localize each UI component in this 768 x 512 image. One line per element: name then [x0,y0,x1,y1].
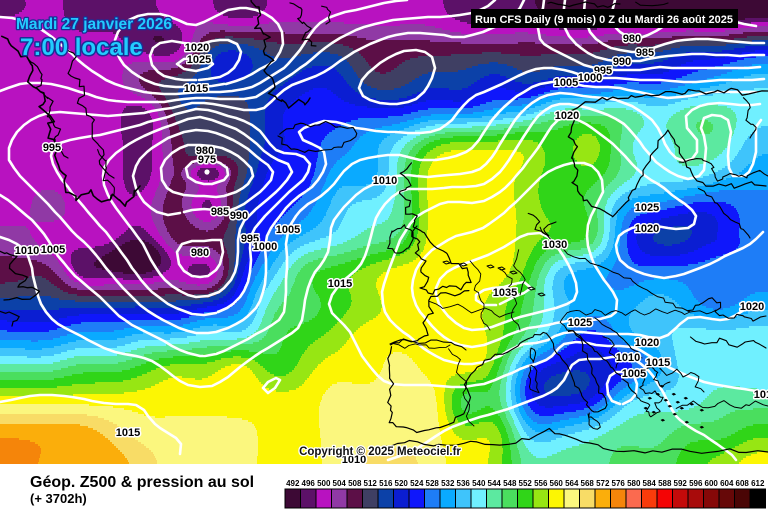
svg-text:995: 995 [241,233,259,245]
svg-text:548: 548 [503,479,517,488]
svg-text:1015: 1015 [116,427,140,439]
svg-text:496: 496 [302,479,316,488]
svg-text:7:00 locale: 7:00 locale [20,34,143,61]
svg-text:975: 975 [198,154,216,166]
svg-text:1005: 1005 [554,77,578,89]
svg-text:980: 980 [191,247,209,259]
svg-text:536: 536 [457,479,471,488]
svg-text:516: 516 [379,479,393,488]
svg-text:1020: 1020 [185,42,209,54]
svg-text:540: 540 [472,479,486,488]
svg-text:592: 592 [674,479,688,488]
svg-text:1005: 1005 [276,224,300,236]
svg-text:1015: 1015 [754,389,768,401]
svg-text:Run CFS Daily (9 mois) 0 Z du: Run CFS Daily (9 mois) 0 Z du Mardi 26 a… [475,14,733,26]
svg-text:1020: 1020 [635,337,659,349]
svg-text:552: 552 [519,479,533,488]
svg-text:560: 560 [550,479,564,488]
svg-text:1030: 1030 [543,239,567,251]
svg-text:995: 995 [43,142,61,154]
svg-text:1010: 1010 [342,454,366,466]
svg-text:Géop. Z500 & pression au sol: Géop. Z500 & pression au sol [30,474,254,491]
svg-text:1010: 1010 [373,175,397,187]
svg-text:532: 532 [441,479,455,488]
svg-text:1010: 1010 [15,245,39,257]
svg-text:600: 600 [705,479,719,488]
svg-text:990: 990 [613,56,631,68]
svg-text:544: 544 [488,479,502,488]
svg-text:508: 508 [348,479,362,488]
svg-text:1000: 1000 [253,241,277,253]
svg-text:1025: 1025 [635,202,659,214]
svg-text:1010: 1010 [616,352,640,364]
svg-text:985: 985 [211,206,229,218]
svg-text:1035: 1035 [493,287,517,299]
svg-text:990: 990 [230,210,248,222]
svg-text:492: 492 [286,479,300,488]
svg-text:612: 612 [751,479,765,488]
svg-text:528: 528 [426,479,440,488]
svg-text:1020: 1020 [740,301,764,313]
svg-text:604: 604 [720,479,734,488]
svg-text:556: 556 [534,479,548,488]
svg-text:524: 524 [410,479,424,488]
svg-text:1025: 1025 [568,317,592,329]
svg-text:596: 596 [689,479,703,488]
svg-text:1000: 1000 [578,72,602,84]
svg-text:500: 500 [317,479,331,488]
svg-text:1020: 1020 [635,223,659,235]
svg-text:Mardi 27 janvier 2026: Mardi 27 janvier 2026 [16,16,172,33]
svg-text:572: 572 [596,479,610,488]
svg-text:608: 608 [736,479,750,488]
svg-text:995: 995 [594,65,612,77]
svg-text:(+ 3702h): (+ 3702h) [30,491,87,506]
svg-text:584: 584 [643,479,657,488]
svg-text:1025: 1025 [187,54,211,66]
svg-text:985: 985 [636,47,654,59]
svg-text:1005: 1005 [41,244,65,256]
svg-text:980: 980 [623,33,641,45]
svg-text:1020: 1020 [555,110,579,122]
svg-text:Copyright © 2025 Meteociel.fr: Copyright © 2025 Meteociel.fr [299,446,461,458]
svg-text:580: 580 [627,479,641,488]
svg-text:564: 564 [565,479,579,488]
svg-text:1015: 1015 [646,357,670,369]
svg-text:520: 520 [395,479,409,488]
svg-text:512: 512 [364,479,378,488]
svg-text:568: 568 [581,479,595,488]
svg-text:504: 504 [333,479,347,488]
svg-text:576: 576 [612,479,626,488]
svg-text:1015: 1015 [328,278,352,290]
svg-text:1005: 1005 [622,368,646,380]
svg-text:980: 980 [196,145,214,157]
svg-text:588: 588 [658,479,672,488]
svg-text:1015: 1015 [184,83,208,95]
